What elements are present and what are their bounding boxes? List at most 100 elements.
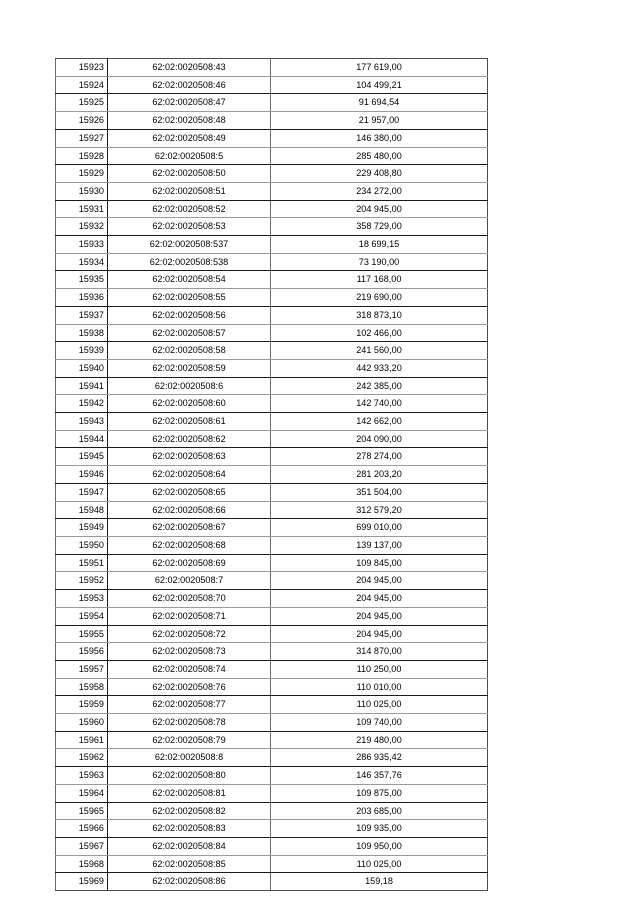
row-id-cell: 15927: [55, 128, 108, 148]
table-row: 15945 62:02:0020508:63 278 274,00: [55, 447, 488, 467]
cadastral-code-cell: 62:02:0020508:67: [107, 518, 271, 537]
amount-cell: 139 137,00: [270, 535, 488, 555]
row-id-cell: 15923: [55, 58, 108, 77]
table-row: 15923 62:02:0020508:43 177 619,00: [55, 58, 488, 77]
cadastral-code-cell: 62:02:0020508:8: [107, 748, 271, 768]
cadastral-code-cell: 62:02:0020508:83: [107, 819, 271, 838]
table-row: 15965 62:02:0020508:82 203 685,00: [55, 801, 488, 821]
cadastral-code-cell: 62:02:0020508:73: [107, 642, 271, 661]
table-row: 15966 62:02:0020508:83 109 935,00: [55, 819, 488, 838]
cadastral-code-cell: 62:02:0020508:80: [107, 766, 271, 785]
table-row: 15969 62:02:0020508:86 159,18: [55, 872, 488, 892]
row-id-cell: 15957: [55, 659, 108, 679]
cadastral-code-cell: 62:02:0020508:66: [107, 500, 271, 520]
row-id-cell: 15966: [55, 819, 108, 838]
row-id-cell: 15958: [55, 677, 108, 697]
row-id-cell: 15932: [55, 217, 108, 237]
row-id-cell: 15959: [55, 695, 108, 715]
row-id-cell: 15939: [55, 341, 108, 360]
table-row: 15955 62:02:0020508:72 204 945,00: [55, 624, 488, 644]
row-id-cell: 15964: [55, 783, 108, 803]
cadastral-code-cell: 62:02:0020508:81: [107, 783, 271, 803]
cadastral-code-cell: 62:02:0020508:59: [107, 358, 271, 378]
table-row: 15934 62:02:0020508:538 73 190,00: [55, 252, 488, 272]
amount-cell: 285 480,00: [270, 146, 488, 166]
table-row: 15931 62:02:0020508:52 204 945,00: [55, 199, 488, 219]
table-row: 15953 62:02:0020508:70 204 945,00: [55, 589, 488, 608]
amount-cell: 109 740,00: [270, 713, 488, 732]
cadastral-code-cell: 62:02:0020508:61: [107, 412, 271, 431]
amount-cell: 312 579,20: [270, 500, 488, 520]
row-id-cell: 15960: [55, 713, 108, 732]
cadastral-code-cell: 62:02:0020508:43: [107, 58, 271, 77]
table-row: 15935 62:02:0020508:54 117 168,00: [55, 270, 488, 290]
row-id-cell: 15933: [55, 235, 108, 254]
cadastral-code-cell: 62:02:0020508:5: [107, 146, 271, 166]
cadastral-code-cell: 62:02:0020508:74: [107, 659, 271, 679]
row-id-cell: 15955: [55, 624, 108, 644]
table-row: 15952 62:02:0020508:7 204 945,00: [55, 571, 488, 591]
table-row: 15940 62:02:0020508:59 442 933,20: [55, 358, 488, 378]
amount-cell: 241 560,00: [270, 341, 488, 360]
table-row: 15929 62:02:0020508:50 229 408,80: [55, 164, 488, 183]
row-id-cell: 15928: [55, 146, 108, 166]
table-row: 15962 62:02:0020508:8 286 935,42: [55, 748, 488, 768]
cadastral-code-cell: 62:02:0020508:538: [107, 252, 271, 272]
cadastral-code-cell: 62:02:0020508:82: [107, 801, 271, 821]
amount-cell: 204 945,00: [270, 606, 488, 626]
row-id-cell: 15952: [55, 571, 108, 591]
row-id-cell: 15969: [55, 872, 108, 892]
cadastral-code-cell: 62:02:0020508:7: [107, 571, 271, 591]
table-row: 15947 62:02:0020508:65 351 504,00: [55, 482, 488, 502]
amount-cell: 278 274,00: [270, 447, 488, 467]
row-id-cell: 15950: [55, 535, 108, 555]
table-row: 15925 62:02:0020508:47 91 694,54: [55, 93, 488, 113]
amount-cell: 204 945,00: [270, 589, 488, 608]
table-row: 15943 62:02:0020508:61 142 662,00: [55, 412, 488, 431]
amount-cell: 110 250,00: [270, 659, 488, 679]
row-id-cell: 15948: [55, 500, 108, 520]
table-row: 15964 62:02:0020508:81 109 875,00: [55, 783, 488, 803]
amount-cell: 699 010,00: [270, 518, 488, 537]
amount-cell: 102 466,00: [270, 323, 488, 343]
row-id-cell: 15930: [55, 181, 108, 201]
cadastral-code-cell: 62:02:0020508:49: [107, 128, 271, 148]
table-row: 15956 62:02:0020508:73 314 870,00: [55, 642, 488, 661]
amount-cell: 109 875,00: [270, 783, 488, 803]
table-row: 15959 62:02:0020508:77 110 025,00: [55, 695, 488, 715]
table-row: 15938 62:02:0020508:57 102 466,00: [55, 323, 488, 343]
amount-cell: 358 729,00: [270, 217, 488, 237]
table-row: 15958 62:02:0020508:76 110 010,00: [55, 677, 488, 697]
table-row: 15942 62:02:0020508:60 142 740,00: [55, 394, 488, 414]
amount-cell: 204 945,00: [270, 199, 488, 219]
cadastral-code-cell: 62:02:0020508:46: [107, 75, 271, 95]
table-row: 15968 62:02:0020508:85 110 025,00: [55, 854, 488, 874]
table-row: 15950 62:02:0020508:68 139 137,00: [55, 535, 488, 555]
amount-cell: 442 933,20: [270, 358, 488, 378]
row-id-cell: 15965: [55, 801, 108, 821]
cadastral-code-cell: 62:02:0020508:57: [107, 323, 271, 343]
row-id-cell: 15956: [55, 642, 108, 661]
amount-cell: 18 699,15: [270, 235, 488, 254]
row-id-cell: 15937: [55, 305, 108, 325]
table-row: 15939 62:02:0020508:58 241 560,00: [55, 341, 488, 360]
amount-cell: 21 957,00: [270, 111, 488, 130]
row-id-cell: 15929: [55, 164, 108, 183]
table-row: 15941 62:02:0020508:6 242 385,00: [55, 376, 488, 396]
row-id-cell: 15944: [55, 429, 108, 449]
amount-cell: 204 090,00: [270, 429, 488, 449]
row-id-cell: 15946: [55, 465, 108, 484]
cadastral-code-cell: 62:02:0020508:78: [107, 713, 271, 732]
table-row: 15946 62:02:0020508:64 281 203,20: [55, 465, 488, 484]
amount-cell: 109 950,00: [270, 836, 488, 856]
amount-cell: 281 203,20: [270, 465, 488, 484]
cadastral-code-cell: 62:02:0020508:60: [107, 394, 271, 414]
amount-cell: 219 480,00: [270, 730, 488, 750]
amount-cell: 318 873,10: [270, 305, 488, 325]
amount-cell: 203 685,00: [270, 801, 488, 821]
amount-cell: 110 025,00: [270, 854, 488, 874]
cadastral-code-cell: 62:02:0020508:77: [107, 695, 271, 715]
amount-cell: 242 385,00: [270, 376, 488, 396]
row-id-cell: 15945: [55, 447, 108, 467]
